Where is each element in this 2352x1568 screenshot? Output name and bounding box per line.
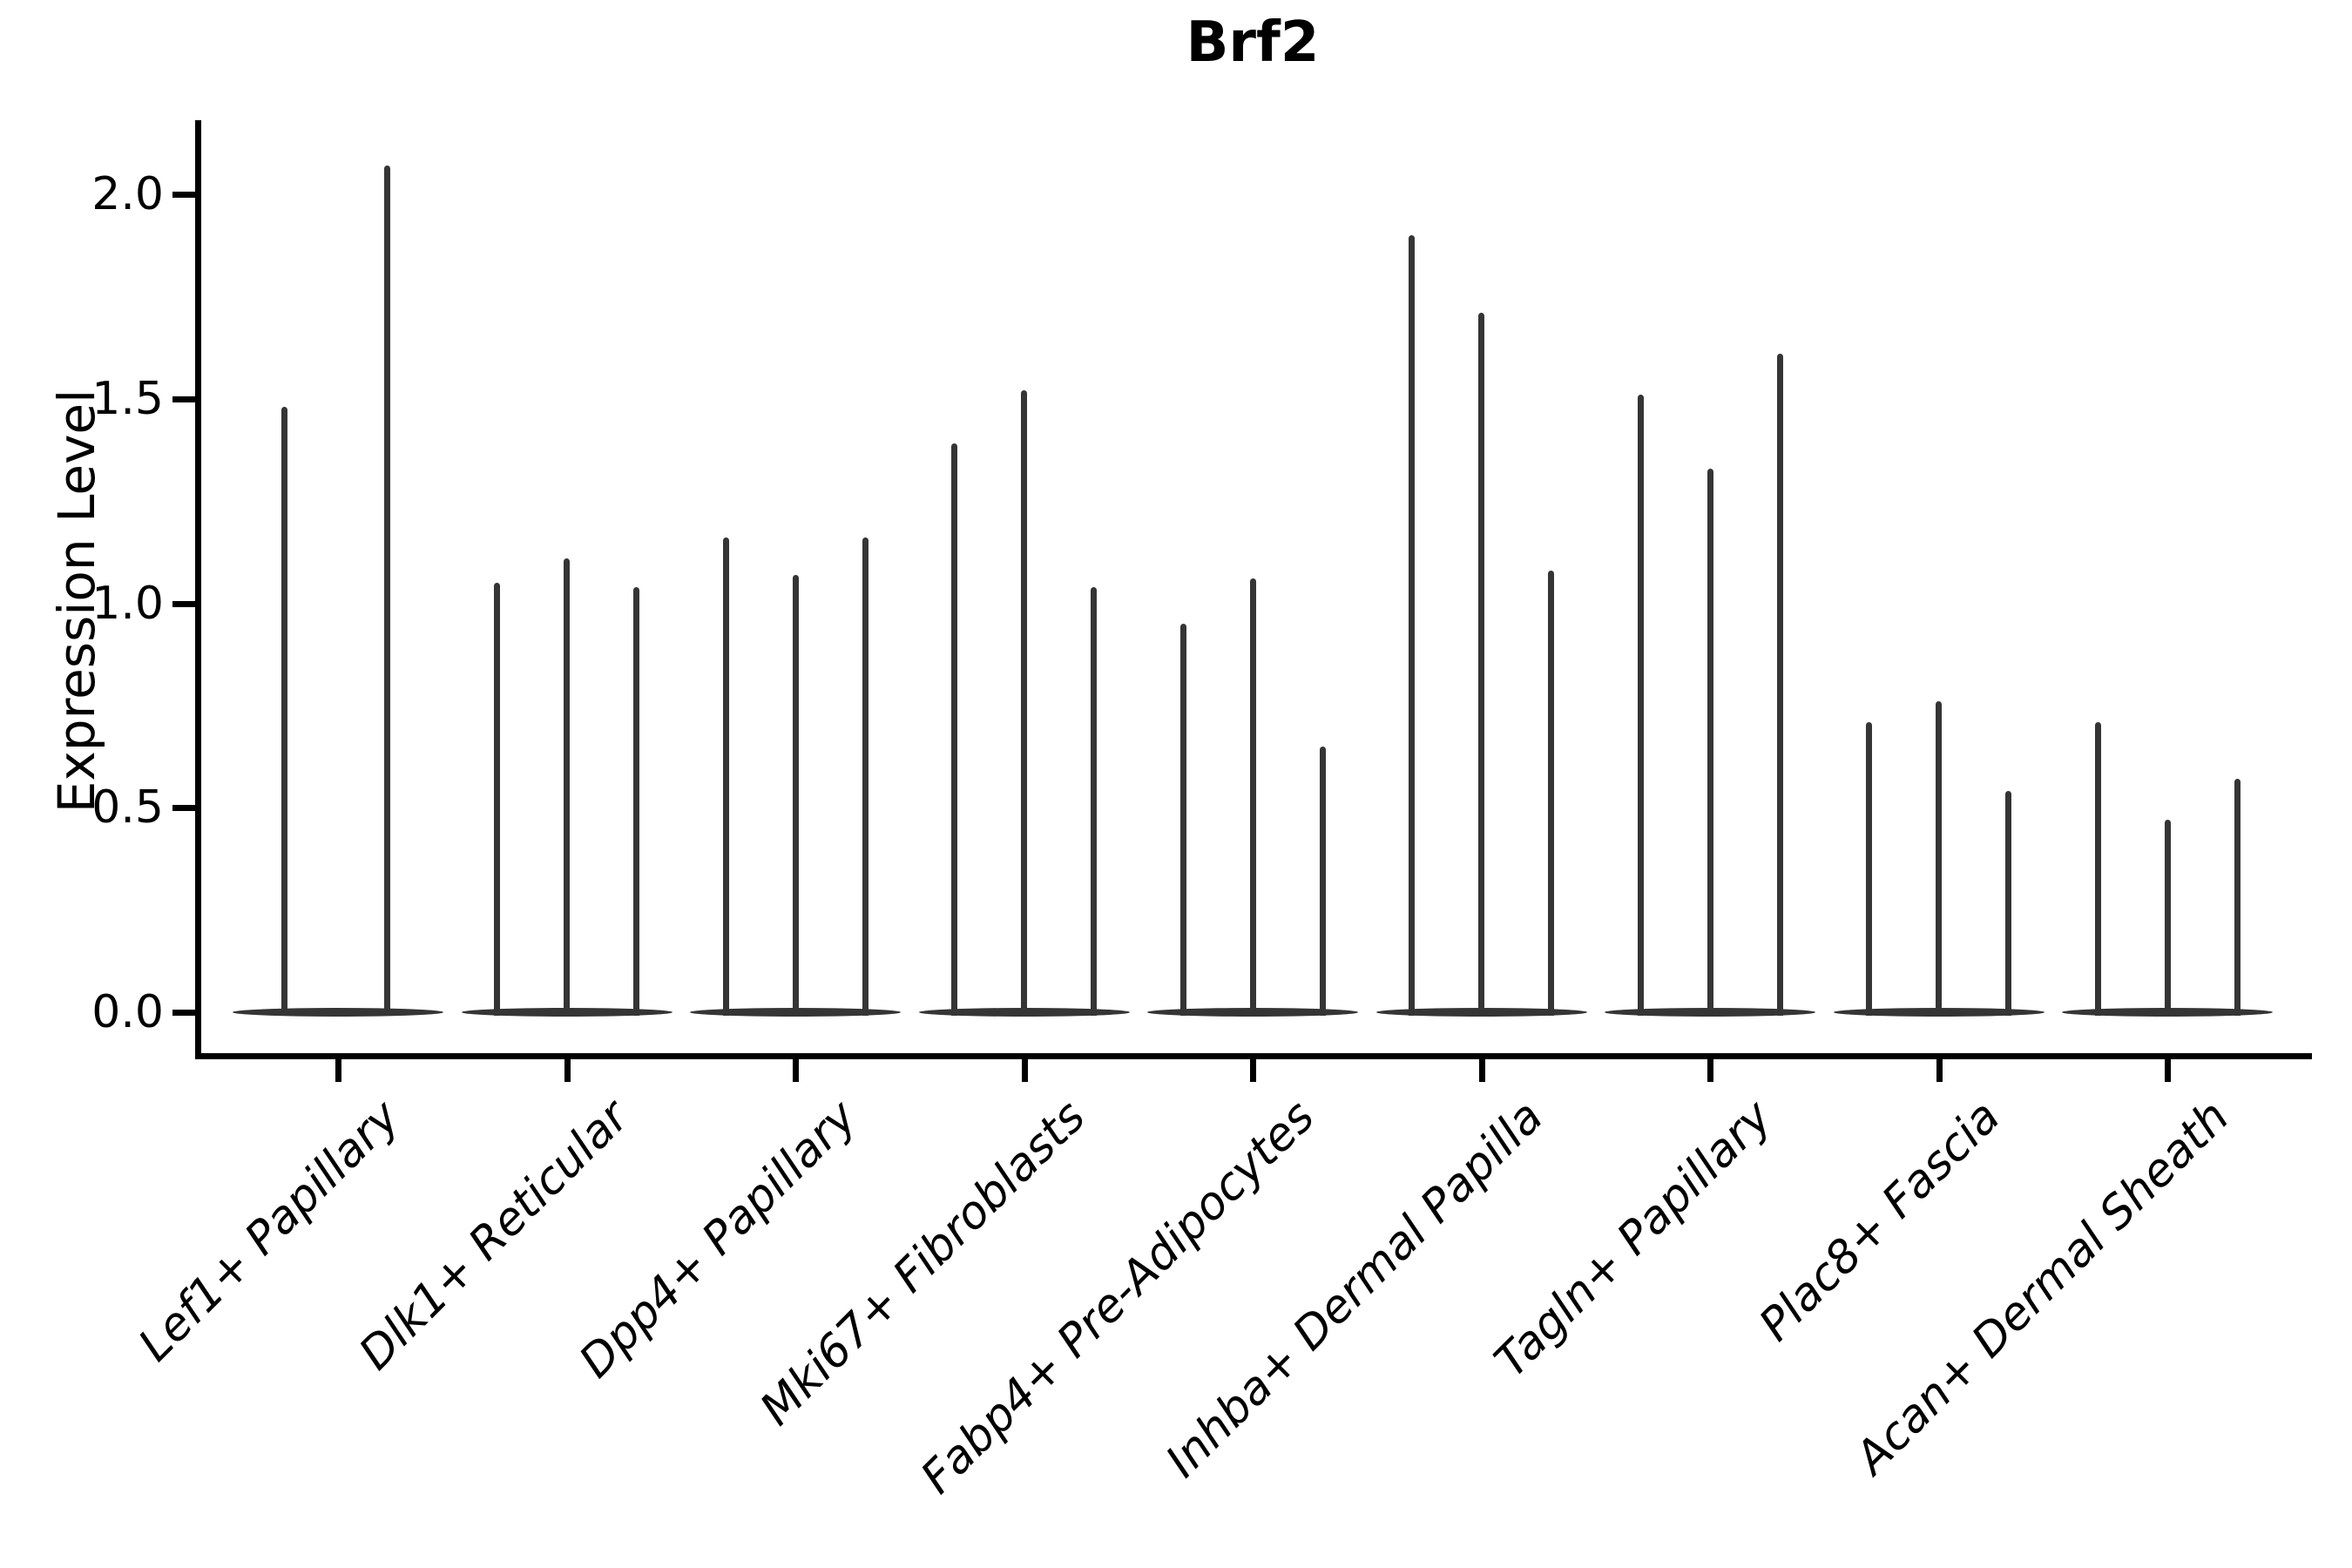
y-tick-label: 1.5 [91, 372, 164, 425]
violin-spike [1776, 354, 1783, 1016]
violin-spike [1478, 313, 1484, 1016]
violin-spike [1936, 701, 1942, 1016]
violin-spike [2094, 721, 2101, 1016]
y-axis-line [195, 120, 201, 1059]
x-tick-label: Plac8+ Fascia [1749, 1091, 2011, 1352]
violin-spike [1707, 468, 1713, 1016]
violin-spike [383, 166, 390, 1016]
violin-spike [1319, 746, 1326, 1016]
x-tick [1707, 1059, 1713, 1082]
violin-spike [1179, 623, 1186, 1016]
violin-spike [1637, 395, 1644, 1016]
x-tick-label: Acan+ Dermal Sheath [1845, 1091, 2240, 1484]
y-tick [172, 805, 195, 812]
y-tick-label: 1.0 [91, 577, 164, 630]
violin-spike [862, 537, 868, 1016]
y-tick-label: 2.0 [91, 168, 164, 220]
violin-spike [1249, 578, 1256, 1016]
violin-spike [2005, 791, 2011, 1016]
y-tick [172, 600, 195, 607]
y-tick [172, 192, 195, 198]
x-tick [1021, 1059, 1028, 1082]
x-tick [1250, 1059, 1256, 1082]
x-tick-label: Inhba+ Dermal Papilla [1156, 1091, 1553, 1488]
x-tick [1478, 1059, 1485, 1082]
violin-spike [280, 407, 287, 1016]
violin-spike [1021, 390, 1027, 1016]
x-tick [793, 1059, 799, 1082]
y-tick [172, 395, 195, 402]
y-tick-label: 0.5 [91, 781, 164, 835]
violin-spike [1866, 721, 1872, 1016]
chart-title: Brf2 [1186, 10, 1320, 75]
violin-spike [722, 537, 729, 1016]
violin-spike [792, 574, 799, 1016]
x-tick [1936, 1059, 1943, 1082]
x-tick [335, 1059, 341, 1082]
violin-spike [951, 443, 957, 1016]
y-tick-label: 0.0 [91, 986, 164, 1038]
x-tick-label: Fabp4+ Pre-Adipocytes [910, 1091, 1325, 1504]
violin-spike [494, 583, 500, 1016]
y-tick [172, 1010, 195, 1016]
violin-spike [1091, 586, 1097, 1016]
violin-spike [2164, 820, 2171, 1016]
violin-spike [1409, 234, 1415, 1016]
violin-spike [633, 586, 639, 1016]
violin-spike [2234, 779, 2240, 1016]
x-tick [2165, 1059, 2171, 1082]
violin-base [233, 1008, 443, 1017]
violin-spike [1548, 570, 1554, 1016]
x-tick [564, 1059, 571, 1082]
x-axis-line [195, 1053, 2312, 1059]
violin-spike [564, 558, 570, 1016]
